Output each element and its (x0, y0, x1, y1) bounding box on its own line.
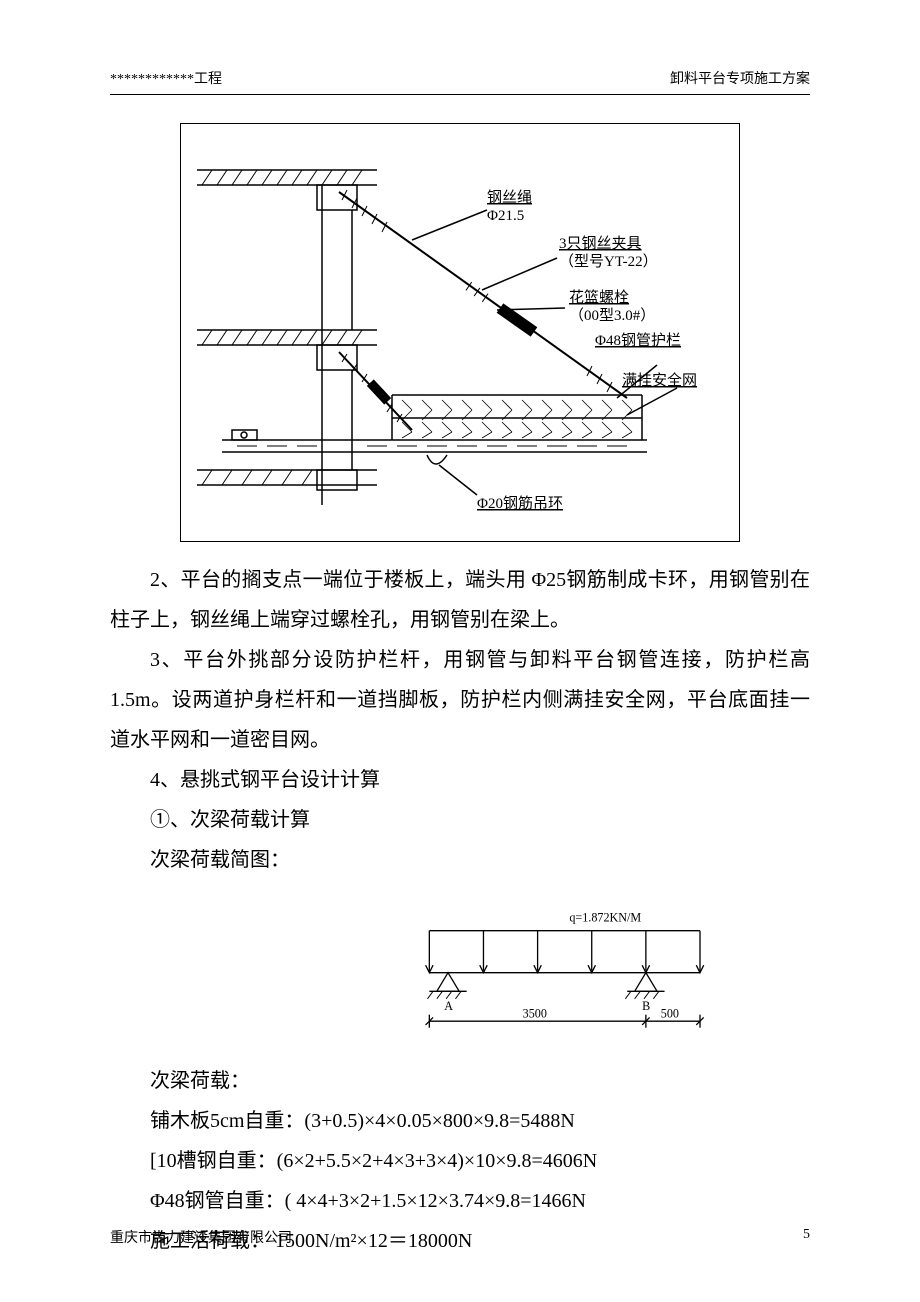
para-9: [10槽钢自重：(6×2+5.5×2+4×3+3×4)×10×9.8=4606N (110, 1141, 810, 1181)
dim-500: 500 (661, 1006, 679, 1020)
header-left: ************工程 (110, 68, 222, 88)
label-ring: Φ20钢筋吊环 (477, 495, 563, 512)
diagram-platform-elevation: 钢丝绳 Φ21.5 3只钢丝夹具 （型号YT-22） 花篮螺栓 （00型3.0#… (180, 123, 740, 542)
para-7: 次梁荷载： (110, 1061, 810, 1101)
diagram-beam-load: q=1.872KN/M A B 3500 500 (390, 898, 730, 1043)
label-A: A (444, 999, 453, 1013)
label-net: 满挂安全网 (622, 371, 697, 389)
para-6: 次梁荷载简图： (110, 840, 810, 880)
header-right: 卸料平台专项施工方案 (670, 68, 810, 88)
para-2: 2、平台的搁支点一端位于楼板上，端头用 Φ25钢筋制成卡环，用钢管别在柱子上，钢… (110, 560, 810, 640)
para-10: Φ48钢管自重：( 4×4+3×2+1.5×12×3.74×9.8=1466N (110, 1181, 810, 1221)
para-8: 铺木板5cm自重：(3+0.5)×4×0.05×800×9.8=5488N (110, 1101, 810, 1141)
dim-3500: 3500 (523, 1006, 547, 1020)
label-turnbuckle: 花篮螺栓 (569, 288, 629, 306)
page-header: ************工程 卸料平台专项施工方案 (110, 68, 810, 95)
para-3: 3、平台外挑部分设防护栏杆，用钢管与卸料平台钢管连接，防护栏高1.5m。设两道护… (110, 640, 810, 760)
label-cable: 钢丝绳 (487, 189, 532, 206)
label-rail: Φ48钢管护栏 (595, 332, 681, 349)
label-clamp-model: （型号YT-22） (559, 253, 658, 270)
page: ************工程 卸料平台专项施工方案 (0, 0, 920, 1302)
label-clamp: 3只钢丝夹具 (559, 235, 642, 252)
para-4: 4、悬挑式钢平台设计计算 (110, 760, 810, 800)
label-q: q=1.872KN/M (569, 910, 641, 924)
label-B: B (642, 999, 650, 1013)
label-cable-dia: Φ21.5 (487, 208, 524, 224)
footer-company: 重庆市吉力建设集团有限公司 (110, 1227, 292, 1247)
page-footer: 重庆市吉力建设集团有限公司 5 (110, 1227, 810, 1247)
para-5: ①、次梁荷载计算 (110, 800, 810, 840)
footer-page-number: 5 (803, 1227, 810, 1247)
label-turnbuckle-model: （00型3.0#） (569, 307, 655, 324)
